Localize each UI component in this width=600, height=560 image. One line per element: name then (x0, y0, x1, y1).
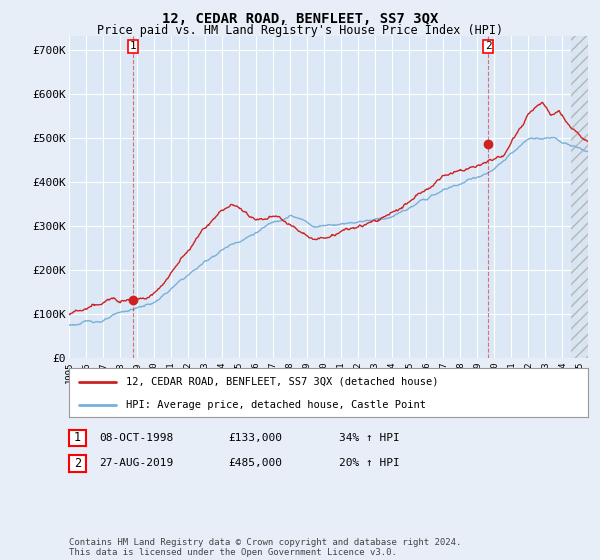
Text: 1: 1 (74, 431, 81, 445)
Text: 08-OCT-1998: 08-OCT-1998 (99, 433, 173, 443)
Text: 20% ↑ HPI: 20% ↑ HPI (339, 458, 400, 468)
Text: £133,000: £133,000 (228, 433, 282, 443)
Text: 2: 2 (74, 456, 81, 470)
Bar (571, 36, 588, 358)
Bar (571, 36, 588, 358)
Text: 12, CEDAR ROAD, BENFLEET, SS7 3QX: 12, CEDAR ROAD, BENFLEET, SS7 3QX (162, 12, 438, 26)
Text: 34% ↑ HPI: 34% ↑ HPI (339, 433, 400, 443)
Text: Contains HM Land Registry data © Crown copyright and database right 2024.
This d: Contains HM Land Registry data © Crown c… (69, 538, 461, 557)
Text: 2: 2 (485, 41, 492, 51)
Text: Price paid vs. HM Land Registry's House Price Index (HPI): Price paid vs. HM Land Registry's House … (97, 24, 503, 36)
Text: 12, CEDAR ROAD, BENFLEET, SS7 3QX (detached house): 12, CEDAR ROAD, BENFLEET, SS7 3QX (detac… (126, 377, 439, 387)
Text: £485,000: £485,000 (228, 458, 282, 468)
Text: 1: 1 (130, 41, 137, 51)
Text: 27-AUG-2019: 27-AUG-2019 (99, 458, 173, 468)
Text: HPI: Average price, detached house, Castle Point: HPI: Average price, detached house, Cast… (126, 400, 426, 410)
